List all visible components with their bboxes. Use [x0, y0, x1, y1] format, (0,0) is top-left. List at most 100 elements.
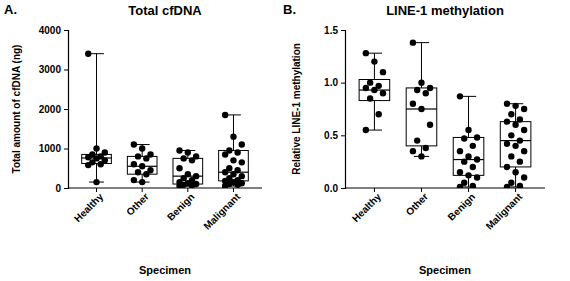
point — [414, 87, 420, 93]
point — [97, 161, 103, 167]
point — [470, 183, 476, 188]
point — [508, 153, 514, 159]
whisker — [233, 115, 234, 151]
point — [139, 179, 145, 185]
point — [508, 111, 514, 117]
y-axis-line — [341, 31, 346, 189]
box-body — [82, 154, 112, 163]
x-tick: Benign — [165, 188, 197, 223]
whisker-cap — [367, 53, 382, 54]
whisker-cap — [367, 130, 382, 131]
point — [135, 153, 141, 159]
box — [359, 53, 390, 130]
point — [239, 159, 245, 165]
point — [176, 165, 182, 171]
box — [453, 96, 484, 187]
point — [363, 50, 369, 56]
point — [504, 164, 510, 170]
y-tick: 0.0 — [324, 183, 345, 194]
box — [406, 43, 437, 157]
point — [521, 148, 527, 154]
point — [423, 90, 429, 96]
panel: B.LINE-1 methylation0.00.51.01.5HealthyO… — [283, 2, 545, 276]
point — [143, 171, 149, 177]
y-axis-line — [64, 31, 69, 189]
point — [470, 164, 476, 170]
point — [470, 143, 476, 149]
point — [363, 85, 369, 91]
box — [219, 115, 249, 186]
x-axis-title: Specimen — [139, 264, 191, 276]
point — [418, 153, 424, 159]
whisker — [374, 53, 375, 79]
x-tick: Other — [124, 188, 151, 218]
point — [185, 149, 191, 155]
y-tick: 1000 — [39, 143, 68, 154]
point — [418, 106, 424, 112]
x-axis-line — [345, 187, 545, 188]
whisker-cap — [461, 96, 476, 97]
box — [173, 150, 203, 186]
point — [85, 154, 91, 160]
y-tick-label: 4000 — [39, 25, 62, 36]
box — [82, 54, 112, 182]
y-tick-label: 1.5 — [324, 25, 338, 36]
point — [414, 137, 420, 143]
x-tick-label: Malignant — [201, 190, 242, 231]
point — [131, 161, 137, 167]
point — [465, 172, 471, 178]
point — [457, 184, 463, 188]
point — [222, 183, 228, 188]
point — [521, 127, 527, 133]
point — [371, 87, 377, 93]
y-axis: 0.0 0.5 1.0 1.5 — [324, 25, 345, 194]
figure: A.Total cfDNA01000200030004000HealthyOth… — [0, 0, 570, 281]
point — [512, 103, 518, 109]
point — [410, 101, 416, 107]
point — [504, 101, 510, 107]
y-tick: 0 — [55, 183, 68, 194]
point — [474, 156, 480, 162]
point — [517, 116, 523, 122]
y-tick-label: 1.0 — [324, 77, 338, 88]
point — [85, 51, 91, 57]
point — [474, 174, 480, 180]
x-tick-label: Healthy — [350, 191, 384, 225]
point — [367, 79, 373, 85]
point — [131, 141, 137, 147]
point — [423, 145, 429, 151]
x-tick-label: Healthy — [72, 191, 106, 225]
point — [418, 79, 424, 85]
x-tick-label: Other — [404, 191, 431, 218]
y-tick-mark — [64, 70, 68, 71]
x-tick-label: Other — [124, 191, 151, 218]
plot-area — [82, 51, 249, 189]
x-axis: Healthy Other BenignMalignant — [68, 188, 262, 232]
point — [410, 39, 416, 45]
median — [500, 140, 531, 141]
point — [521, 106, 527, 112]
point — [517, 183, 523, 188]
x-axis-line — [68, 187, 262, 188]
plot-area — [359, 39, 531, 188]
y-tick-label: 1000 — [39, 143, 62, 154]
point — [375, 111, 381, 117]
x-axis-title: Specimen — [419, 264, 471, 276]
point — [93, 179, 99, 185]
x-tick-label: Benign — [165, 191, 197, 223]
point — [230, 157, 236, 163]
point — [427, 85, 433, 91]
point — [234, 182, 240, 188]
x-tick-label: Benign — [446, 191, 478, 223]
point — [380, 90, 386, 96]
point — [474, 134, 480, 140]
point — [93, 145, 99, 151]
title: Total cfDNA — [128, 3, 202, 18]
panel: A.Total cfDNA01000200030004000HealthyOth… — [4, 2, 262, 276]
point — [410, 148, 416, 154]
y-tick-label: 2000 — [39, 104, 62, 115]
y-tick-label: 0.5 — [324, 130, 338, 141]
x-axis: HealthyOtherBenignMalignant — [345, 188, 545, 232]
x-tick: Healthy — [72, 188, 106, 224]
point — [139, 163, 145, 169]
